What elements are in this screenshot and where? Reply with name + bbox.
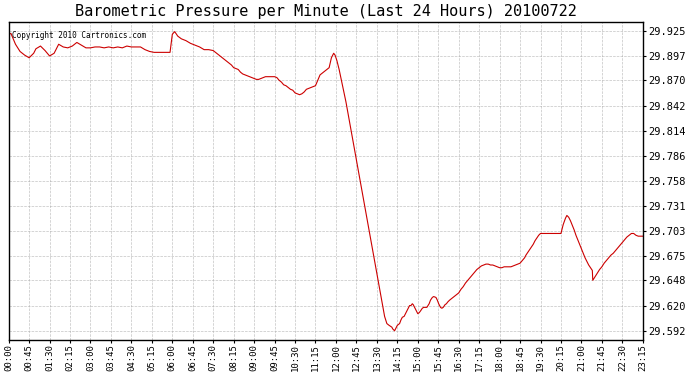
Title: Barometric Pressure per Minute (Last 24 Hours) 20100722: Barometric Pressure per Minute (Last 24 … — [75, 4, 577, 19]
Text: Copyright 2010 Cartronics.com: Copyright 2010 Cartronics.com — [12, 31, 146, 40]
